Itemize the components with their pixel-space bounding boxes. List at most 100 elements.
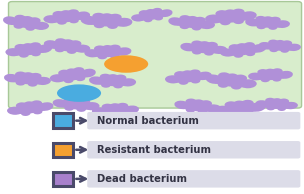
Ellipse shape (206, 42, 218, 48)
Ellipse shape (109, 14, 122, 21)
Ellipse shape (107, 23, 118, 29)
Ellipse shape (242, 109, 253, 115)
Ellipse shape (198, 108, 207, 114)
Ellipse shape (287, 44, 301, 51)
Ellipse shape (16, 102, 27, 109)
Ellipse shape (184, 44, 223, 53)
Ellipse shape (218, 82, 228, 88)
Ellipse shape (28, 81, 37, 87)
Ellipse shape (159, 9, 173, 17)
Ellipse shape (9, 45, 48, 55)
Ellipse shape (240, 11, 257, 21)
Ellipse shape (101, 82, 111, 88)
Ellipse shape (29, 42, 41, 48)
FancyBboxPatch shape (53, 113, 74, 128)
Ellipse shape (216, 10, 228, 17)
Ellipse shape (191, 41, 203, 47)
Ellipse shape (275, 40, 285, 46)
Ellipse shape (154, 16, 163, 20)
Ellipse shape (79, 98, 90, 104)
Ellipse shape (5, 48, 21, 56)
Ellipse shape (35, 77, 51, 85)
Ellipse shape (212, 46, 227, 54)
Ellipse shape (58, 70, 70, 76)
Ellipse shape (4, 74, 19, 82)
FancyBboxPatch shape (87, 170, 300, 188)
Ellipse shape (145, 9, 156, 15)
Text: Normal bacterium: Normal bacterium (97, 116, 199, 126)
Ellipse shape (85, 16, 128, 27)
Ellipse shape (220, 48, 236, 57)
Ellipse shape (224, 45, 263, 56)
Ellipse shape (110, 53, 119, 59)
Ellipse shape (199, 21, 215, 29)
Ellipse shape (179, 79, 188, 85)
Ellipse shape (272, 98, 282, 104)
Ellipse shape (8, 75, 47, 84)
Ellipse shape (249, 102, 266, 112)
Ellipse shape (258, 42, 272, 49)
Ellipse shape (76, 76, 85, 81)
Ellipse shape (31, 51, 41, 56)
Ellipse shape (234, 52, 244, 58)
Ellipse shape (123, 106, 139, 114)
Ellipse shape (187, 16, 199, 22)
Ellipse shape (186, 107, 195, 113)
Ellipse shape (248, 73, 263, 80)
Ellipse shape (219, 103, 262, 114)
Ellipse shape (174, 71, 185, 77)
Ellipse shape (257, 69, 268, 75)
Ellipse shape (102, 45, 113, 51)
Ellipse shape (81, 16, 98, 25)
Ellipse shape (15, 15, 26, 21)
Ellipse shape (43, 15, 59, 23)
Ellipse shape (165, 75, 181, 83)
Ellipse shape (180, 24, 189, 29)
Ellipse shape (280, 48, 289, 53)
Ellipse shape (16, 80, 25, 86)
Ellipse shape (23, 101, 35, 108)
Ellipse shape (226, 74, 239, 80)
Ellipse shape (15, 72, 26, 78)
Ellipse shape (96, 106, 135, 115)
Ellipse shape (231, 84, 241, 90)
Ellipse shape (232, 9, 245, 16)
Ellipse shape (22, 43, 33, 49)
FancyBboxPatch shape (87, 112, 300, 129)
Ellipse shape (102, 104, 113, 110)
Ellipse shape (192, 49, 202, 55)
FancyBboxPatch shape (9, 2, 302, 108)
Ellipse shape (224, 9, 236, 16)
Ellipse shape (64, 97, 75, 103)
Ellipse shape (7, 18, 45, 29)
Ellipse shape (3, 16, 18, 25)
Ellipse shape (21, 111, 31, 116)
Ellipse shape (53, 11, 64, 17)
Ellipse shape (229, 110, 240, 116)
Ellipse shape (11, 103, 50, 114)
Ellipse shape (181, 70, 193, 76)
Ellipse shape (92, 13, 105, 20)
Ellipse shape (169, 73, 208, 83)
Ellipse shape (70, 40, 81, 47)
Ellipse shape (201, 100, 212, 107)
Ellipse shape (76, 107, 86, 112)
Ellipse shape (225, 101, 237, 108)
Ellipse shape (205, 104, 221, 113)
Ellipse shape (31, 100, 42, 107)
Ellipse shape (89, 76, 105, 85)
Ellipse shape (241, 100, 254, 107)
FancyBboxPatch shape (53, 172, 74, 186)
Ellipse shape (47, 41, 86, 52)
Ellipse shape (277, 106, 286, 111)
Ellipse shape (257, 24, 266, 29)
Ellipse shape (38, 102, 54, 111)
Ellipse shape (113, 83, 123, 88)
Ellipse shape (236, 43, 247, 49)
Ellipse shape (220, 19, 231, 25)
Ellipse shape (104, 55, 148, 73)
Ellipse shape (268, 25, 277, 30)
Ellipse shape (262, 42, 297, 51)
Ellipse shape (204, 50, 214, 56)
Ellipse shape (30, 73, 42, 79)
